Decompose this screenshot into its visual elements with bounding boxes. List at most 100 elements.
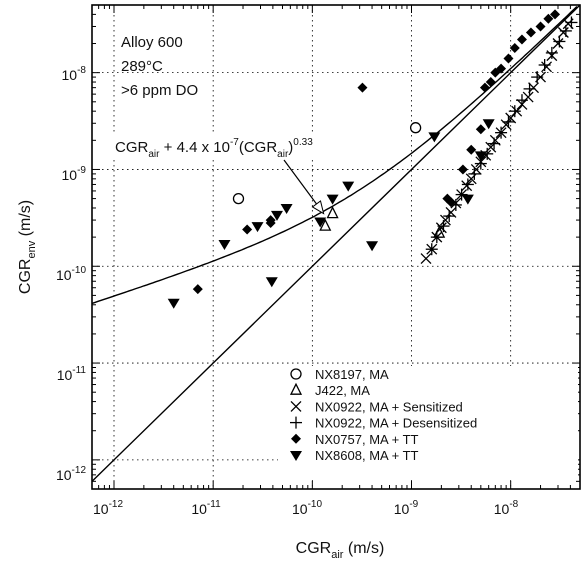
- curve-annotation-arrowhead: [311, 200, 325, 215]
- data-point: [457, 164, 468, 175]
- data-point: [509, 42, 520, 53]
- condition-labels: Alloy 600 289°C >6 ppm DO: [121, 34, 198, 99]
- data-point: [470, 164, 482, 175]
- data-point: [251, 222, 264, 233]
- y-tick-labels: 10-8 10-9 10-10 10-11 10-12: [56, 65, 86, 483]
- data-point: [443, 210, 456, 223]
- legend-marker: [290, 416, 302, 429]
- condition-temperature: 289°C: [121, 58, 163, 75]
- data-point: [495, 126, 508, 139]
- data-point: [326, 194, 339, 205]
- x-tick-label: 10-10: [292, 499, 322, 517]
- data-point: [479, 82, 490, 93]
- legend-label: J422, MA: [315, 383, 370, 398]
- data-point: [242, 224, 253, 235]
- legend-marker: [289, 382, 303, 395]
- data-point: [167, 298, 180, 309]
- data-point: [475, 124, 486, 135]
- data-point: [466, 144, 477, 155]
- data-point: [559, 24, 572, 37]
- x-axis-title: CGRair (m/s): [296, 540, 385, 561]
- legend-label: NX8197, MA: [315, 367, 389, 382]
- data-point: [485, 77, 496, 88]
- curve-annotation: CGRair + 4.4 x 10-7(CGRair)0.33: [115, 137, 313, 160]
- data-point: [508, 105, 521, 118]
- series-5: [167, 119, 495, 309]
- data-point: [280, 203, 293, 214]
- y-tick-label: 10-10: [56, 265, 86, 283]
- condition-alloy: Alloy 600: [121, 34, 183, 51]
- y-tick-label: 10-12: [56, 465, 86, 483]
- data-point: [474, 151, 487, 162]
- data-point: [455, 188, 468, 201]
- data-point: [232, 192, 245, 205]
- data-point: [515, 94, 528, 107]
- y-tick-label: 10-11: [57, 365, 87, 383]
- data-point: [531, 71, 544, 84]
- data-point: [550, 9, 561, 20]
- data-point: [314, 217, 327, 228]
- model-curve: [91, 5, 578, 305]
- data-point: [425, 243, 438, 256]
- data-point: [420, 253, 432, 265]
- grid: [92, 5, 580, 489]
- x-tick-label: 10-11: [191, 499, 221, 517]
- data-point: [503, 53, 514, 64]
- y-axis-title: CGRenv (m/s): [17, 200, 38, 294]
- data-point: [553, 35, 566, 48]
- data-point: [488, 137, 501, 150]
- data-point: [545, 46, 558, 59]
- legend-label: NX0757, MA + TT: [315, 432, 419, 447]
- legend-label: NX0922, MA + Desensitized: [315, 416, 477, 431]
- data-point: [430, 231, 443, 244]
- legend-marker: [291, 433, 301, 444]
- data-point: [538, 58, 551, 71]
- data-point: [357, 82, 368, 93]
- data-point: [435, 222, 447, 234]
- data-point: [516, 34, 527, 45]
- equality-line: [91, 4, 581, 482]
- data-point: [461, 194, 474, 205]
- legend-marker: [290, 368, 302, 380]
- series-4: [192, 9, 561, 295]
- data-point: [496, 63, 507, 74]
- legend-label: NX8608, MA + TT: [315, 448, 419, 463]
- data-points: [167, 9, 578, 309]
- data-point: [565, 16, 578, 29]
- data-point: [525, 27, 536, 38]
- x-tick-label: 10-12: [93, 499, 123, 517]
- reference-lines: [91, 4, 581, 482]
- data-point: [543, 13, 554, 24]
- legend-label: NX0922, MA + Sensitized: [315, 399, 463, 414]
- curve-annotation-bg: [112, 132, 370, 160]
- series-0: [232, 122, 422, 205]
- legend-marker: [290, 400, 302, 412]
- data-point: [265, 217, 276, 228]
- data-point: [218, 239, 231, 250]
- data-point: [482, 119, 495, 130]
- data-point: [523, 82, 536, 95]
- x-tick-labels: 10-12 10-11 10-10 10-9 10-8: [93, 499, 519, 517]
- data-point: [552, 38, 564, 49]
- legend-bg: [278, 366, 578, 478]
- x-tick-label: 10-9: [394, 499, 419, 517]
- data-point: [319, 218, 332, 231]
- data-point: [461, 180, 473, 192]
- data-point: [192, 284, 203, 295]
- data-point: [366, 241, 379, 252]
- data-point: [342, 181, 355, 192]
- data-point: [535, 21, 546, 32]
- x-tick-label: 10-8: [494, 499, 519, 517]
- y-tick-label: 10-9: [62, 165, 87, 183]
- data-point: [541, 61, 553, 73]
- data-point: [270, 210, 283, 221]
- data-point: [326, 206, 339, 219]
- data-point: [409, 122, 422, 134]
- plot-frame: [91, 4, 581, 490]
- y-tick-label: 10-8: [62, 65, 87, 83]
- data-point: [468, 167, 481, 180]
- data-point: [502, 115, 515, 128]
- data-point: [437, 220, 450, 233]
